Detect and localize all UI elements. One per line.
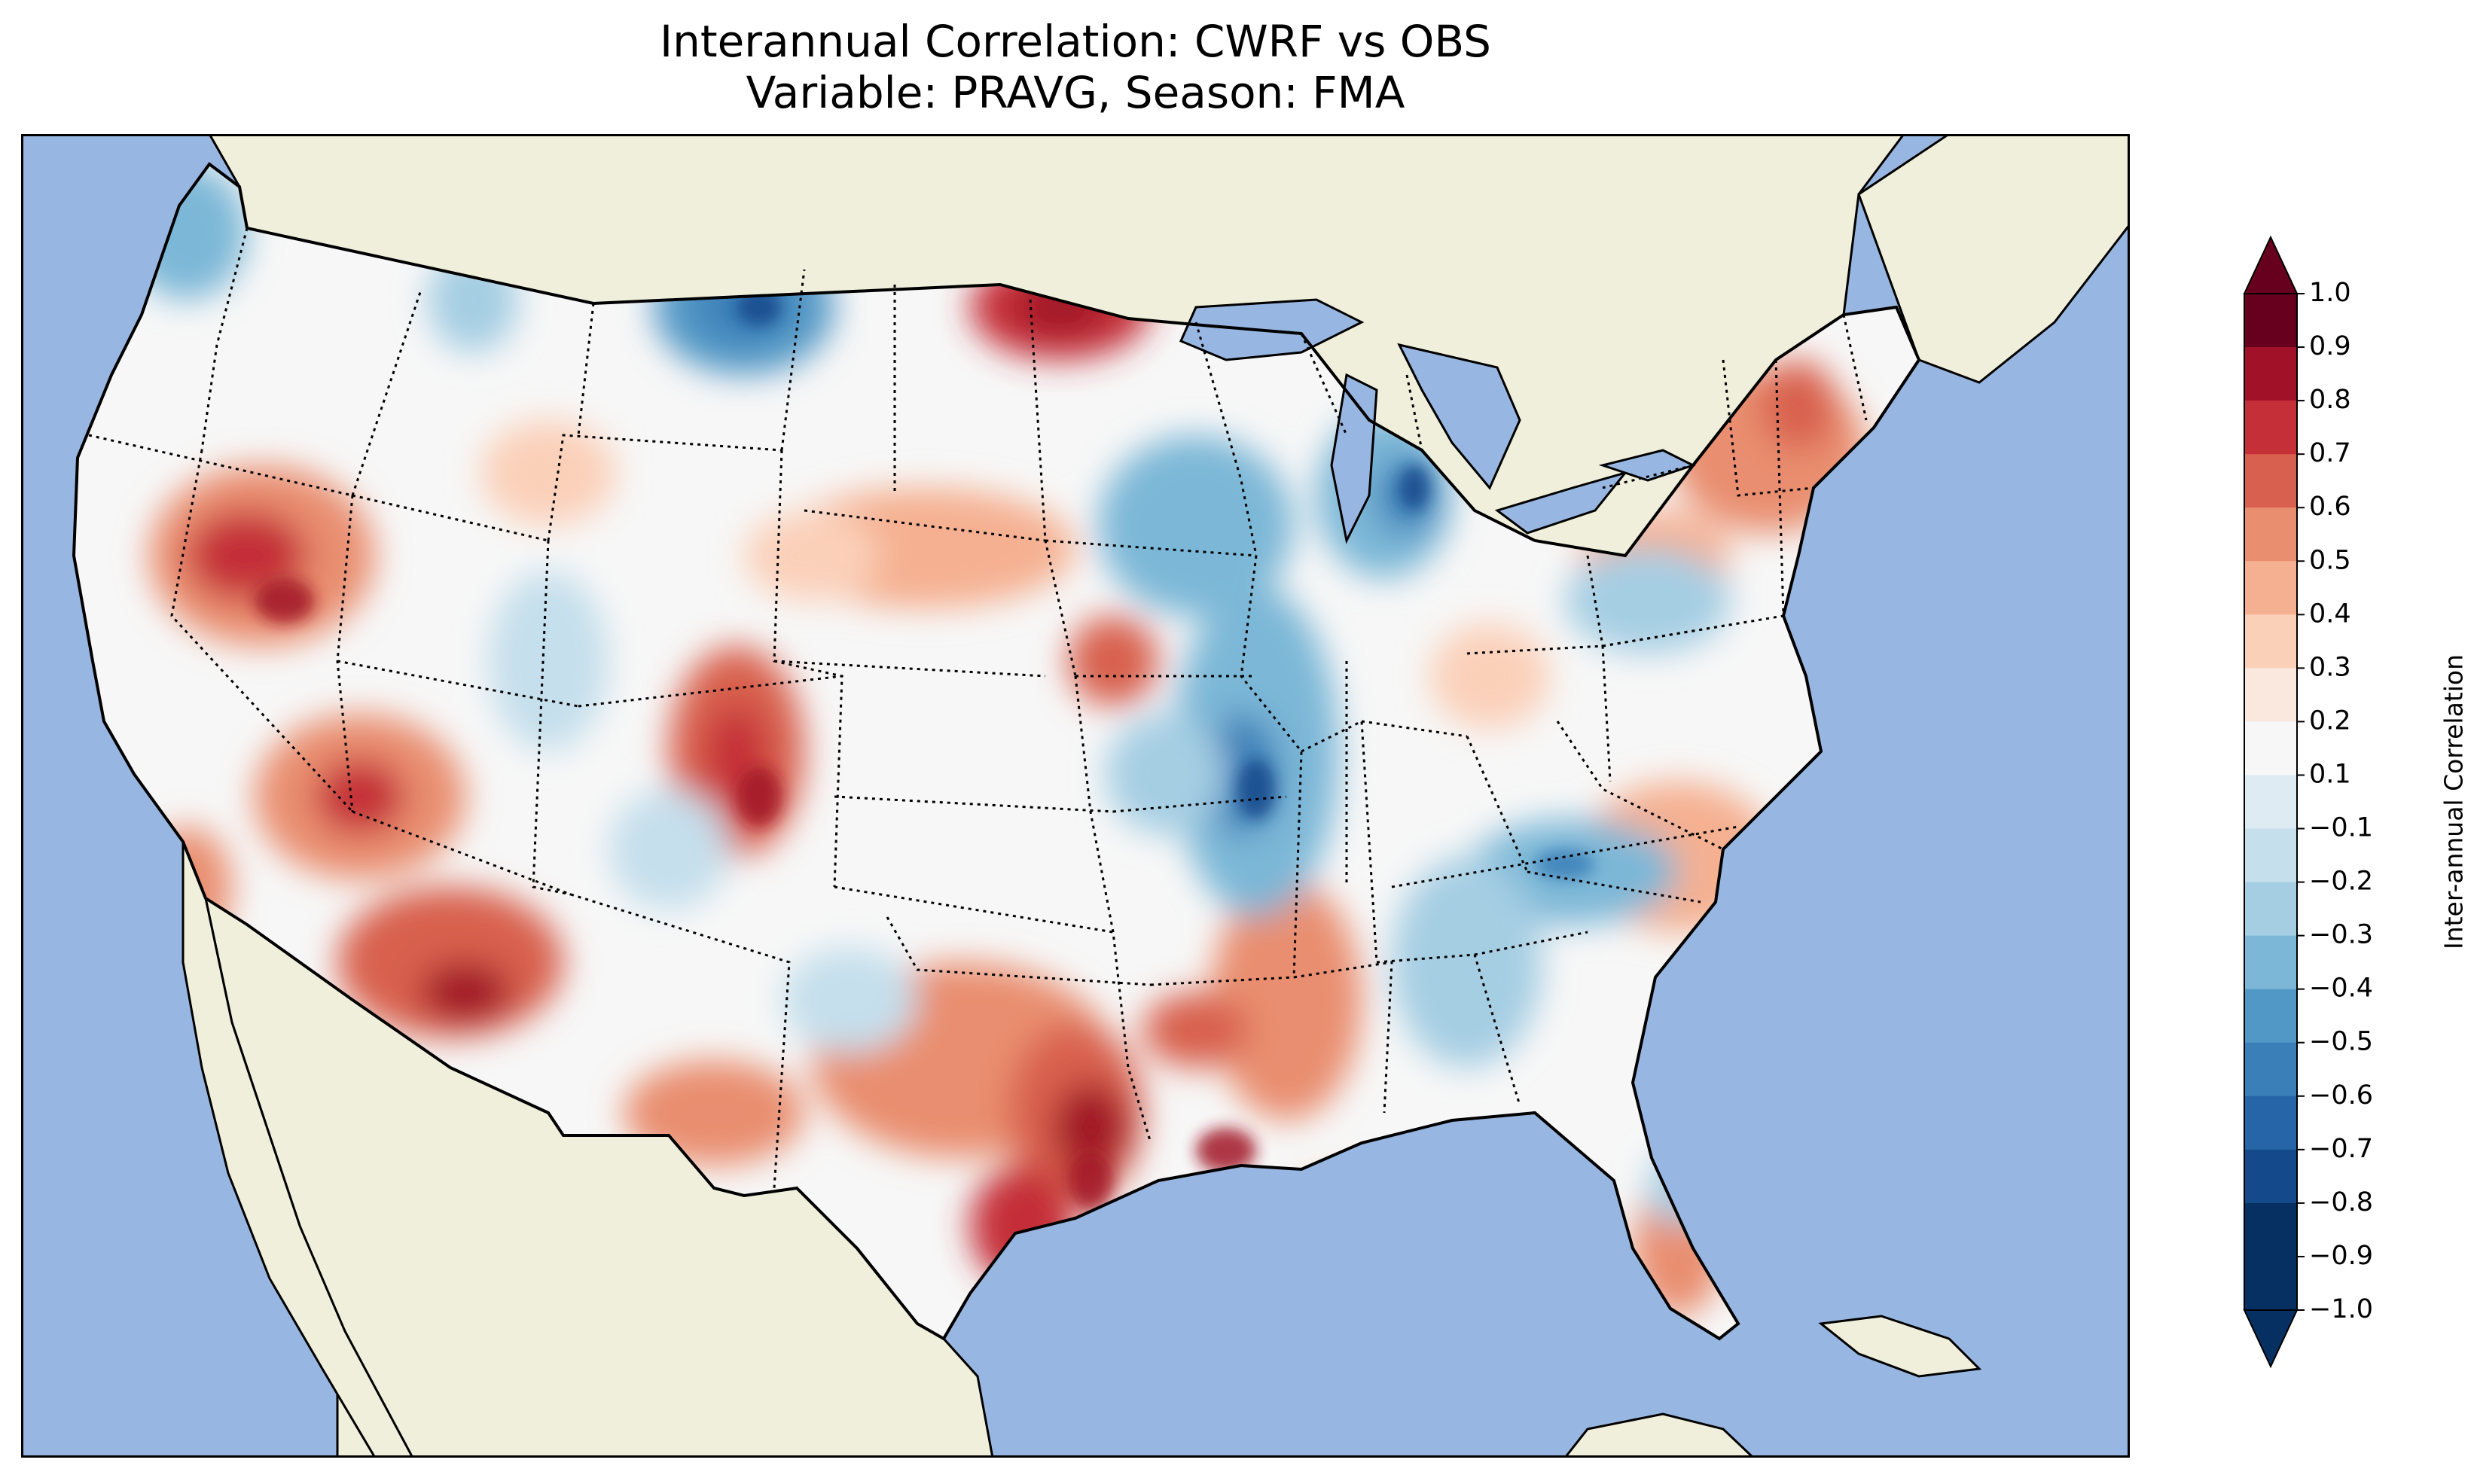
colorbar-ticks: 1.0 0.9 0.8 0.7 0.6 0.5 0.4 0.3 0.2 0.1 −0.1 −0.2 −0… <box>2297 278 2373 1324</box>
colorbar-tick-label: 0.8 <box>2309 385 2351 415</box>
colorbar-tick-label: 0.3 <box>2309 652 2351 682</box>
colorbar-band <box>2244 775 2297 830</box>
colorbar-band <box>2244 347 2297 401</box>
colorbar-band <box>2244 1042 2297 1097</box>
colorbar-tick-label: −0.8 <box>2309 1187 2373 1217</box>
correlation-field <box>74 164 1919 1339</box>
colorbar-tick-label: 0.7 <box>2309 438 2351 468</box>
cuba-land <box>1818 1315 1982 1378</box>
colorbar-band <box>2244 882 2297 937</box>
colorbar-band <box>2244 614 2297 669</box>
state-borders <box>88 227 1868 1189</box>
colorbar-band <box>2244 454 2297 508</box>
colorbar-band <box>2244 1202 2297 1257</box>
colorbar-band <box>2244 1256 2297 1311</box>
colorbar: 1.0 0.9 0.8 0.7 0.6 0.5 0.4 0.3 0.2 0.1 −0.1 −0.2 −0… <box>2243 235 2469 1369</box>
map-border <box>21 134 2130 1458</box>
colorbar-band <box>2244 668 2297 722</box>
colorbar-tick-label: 0.5 <box>2309 545 2351 575</box>
colorbar-band <box>2244 1149 2297 1204</box>
colorbar-extend-top <box>2243 235 2299 294</box>
colorbar-tick-label: −0.7 <box>2309 1134 2373 1164</box>
figure-title-line-2: Variable: PRAVG, Season: FMA <box>746 67 1405 118</box>
colorbar-tick-label: −0.1 <box>2309 813 2373 843</box>
maritimes-land <box>1857 134 2130 384</box>
colorbar-band <box>2244 989 2297 1044</box>
us-outline <box>72 162 1921 1341</box>
figure-title-line-1: Interannual Correlation: CWRF vs OBS <box>659 16 1491 67</box>
colorbar-band <box>2244 721 2297 776</box>
colorbar-band <box>2244 1095 2297 1150</box>
colorbar-tick-label: 0.6 <box>2309 492 2351 522</box>
colorbar-extend-bottom <box>2243 1309 2299 1369</box>
colorbar-band <box>2244 935 2297 990</box>
baja-land <box>182 841 414 1458</box>
colorbar-band <box>2244 507 2297 562</box>
colorbar-tick-label: −0.2 <box>2309 867 2373 897</box>
colorbar-band <box>2244 828 2297 883</box>
colorbar-label: Inter-annual Correlation <box>2439 654 2469 949</box>
colorbar-tick-label: 1.0 <box>2309 278 2351 308</box>
colorbar-tick-label: 0.2 <box>2309 705 2351 736</box>
colorbar-tick-label: 0.4 <box>2309 599 2351 629</box>
colorbar-swatches <box>2244 294 2297 1311</box>
colorbar-tick-label: 0.1 <box>2309 759 2351 789</box>
colorbar-band <box>2244 561 2297 615</box>
colorbar-tick-label: −1.0 <box>2309 1294 2373 1324</box>
yucatan-land <box>1563 1412 1756 1458</box>
colorbar-tick-label: 0.9 <box>2309 331 2351 361</box>
colorbar-band <box>2244 401 2297 455</box>
colorbar-tick-label: −0.9 <box>2309 1241 2373 1271</box>
colorbar-band <box>2244 294 2297 348</box>
colorbar-tick-label: −0.4 <box>2309 974 2373 1004</box>
correlation-map <box>21 134 2130 1458</box>
colorbar-tick-label: −0.5 <box>2309 1027 2373 1057</box>
colorbar-tick-label: −0.6 <box>2309 1080 2373 1111</box>
colorbar-outline <box>2244 293 2298 1311</box>
colorbar-tick-label: −0.3 <box>2309 920 2373 950</box>
